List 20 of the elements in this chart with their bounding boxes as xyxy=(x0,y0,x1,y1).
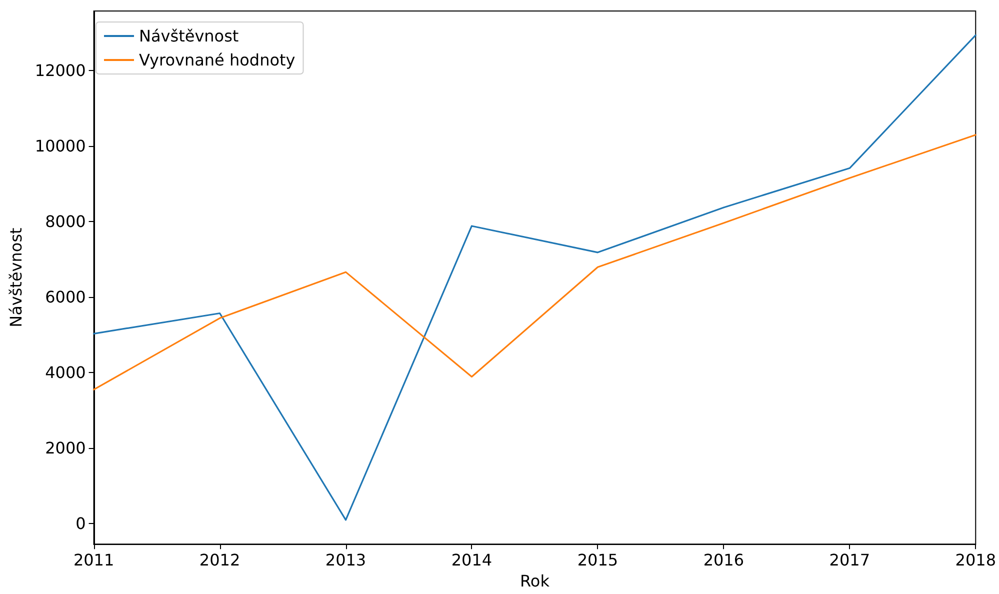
y-tick-label: 10000 xyxy=(34,136,86,156)
x-tick-label: 2017 xyxy=(829,550,870,570)
legend-label: Návštěvnost xyxy=(139,26,239,46)
x-tick-label: 2012 xyxy=(199,550,240,570)
x-tick-label: 2014 xyxy=(451,550,492,570)
y-tick-label: 0 xyxy=(76,514,86,534)
legend-label: Vyrovnané hodnoty xyxy=(139,50,296,70)
y-tick-label: 12000 xyxy=(34,60,86,80)
x-axis-title: Rok xyxy=(520,572,550,590)
y-tick-label: 4000 xyxy=(45,363,86,382)
y-tick-label: 2000 xyxy=(45,438,86,458)
x-tick-label: 2013 xyxy=(325,550,366,570)
y-tick-label: 6000 xyxy=(45,288,86,307)
x-tick-label: 2018 xyxy=(955,550,996,570)
y-axis-title: Návštěvnost xyxy=(6,228,26,328)
line-series xyxy=(93,134,976,390)
x-tick-label: 2011 xyxy=(73,550,114,570)
x-tick-label: 2015 xyxy=(577,550,618,570)
y-tick-label: 8000 xyxy=(45,212,86,231)
x-tick-label: 2016 xyxy=(703,550,744,570)
